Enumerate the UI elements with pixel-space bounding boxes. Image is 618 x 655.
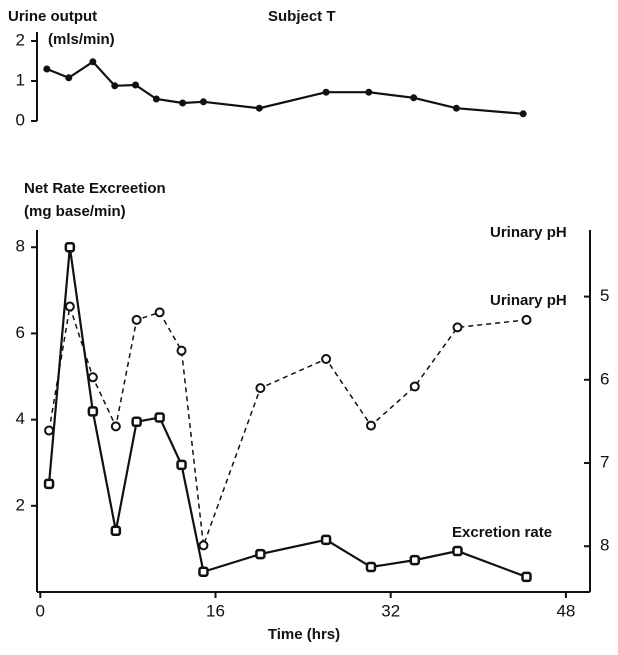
chart-title: Subject T [268,8,336,25]
y2-tick-label: 7 [600,452,609,471]
y-axis-title: Net Rate Excreetion [24,180,166,197]
x-tick-label: 0 [36,601,45,620]
y-axis-title: Urine output [8,8,97,25]
point [87,406,99,417]
y-tick-label: 4 [16,409,25,428]
point [365,561,377,573]
point [410,94,418,102]
point [521,571,532,583]
point [452,322,463,333]
y-tick-label: 6 [16,323,25,342]
point [365,88,373,96]
point [255,104,263,112]
point [255,548,266,560]
point [198,540,209,551]
y-axis-title: (mls/min) [48,31,115,48]
point [110,421,121,432]
point [132,81,140,89]
y2-tick-label: 6 [600,369,609,388]
y2-tick-label: 8 [600,536,609,555]
y-tick-label: 2 [16,30,25,49]
point [131,416,142,428]
y-axis-title: (mg base/min) [24,203,126,220]
point [321,353,332,364]
series-line [46,60,524,115]
x-tick-label: 16 [206,601,225,620]
x-tick-label: 32 [381,601,400,620]
x-axis-title: Time (hrs) [268,626,340,643]
point [322,88,330,96]
y2-tick-label: 5 [600,286,609,305]
x-tick-label: 48 [556,601,575,620]
point [131,314,142,325]
point [43,65,51,73]
point [64,241,76,253]
series-label: Excretion rate [452,524,552,541]
point [521,314,532,325]
point [199,98,207,106]
point [89,58,97,66]
y2-axis-title: Urinary pH [490,224,567,241]
point [519,110,527,118]
y-tick-label: 2 [16,495,25,514]
point [176,345,187,356]
point [452,104,460,112]
point [320,534,332,546]
y-tick-label: 0 [16,110,25,129]
y-tick-label: 1 [16,70,25,89]
point [154,412,165,423]
point [110,525,122,537]
point [64,301,75,312]
point [176,459,187,471]
point [87,372,98,383]
point [111,82,119,90]
point [452,545,463,557]
point [409,554,421,566]
point [44,425,55,436]
point [43,478,55,490]
series-line [47,247,527,578]
point [152,95,160,103]
y-tick-label: 8 [16,237,25,256]
point [198,566,209,577]
series-line [48,306,527,546]
point [409,381,420,392]
series-label: Urinary pH [490,292,567,309]
point [154,307,165,318]
point [179,99,187,107]
point [255,383,266,394]
point [365,420,376,431]
point [65,74,73,82]
